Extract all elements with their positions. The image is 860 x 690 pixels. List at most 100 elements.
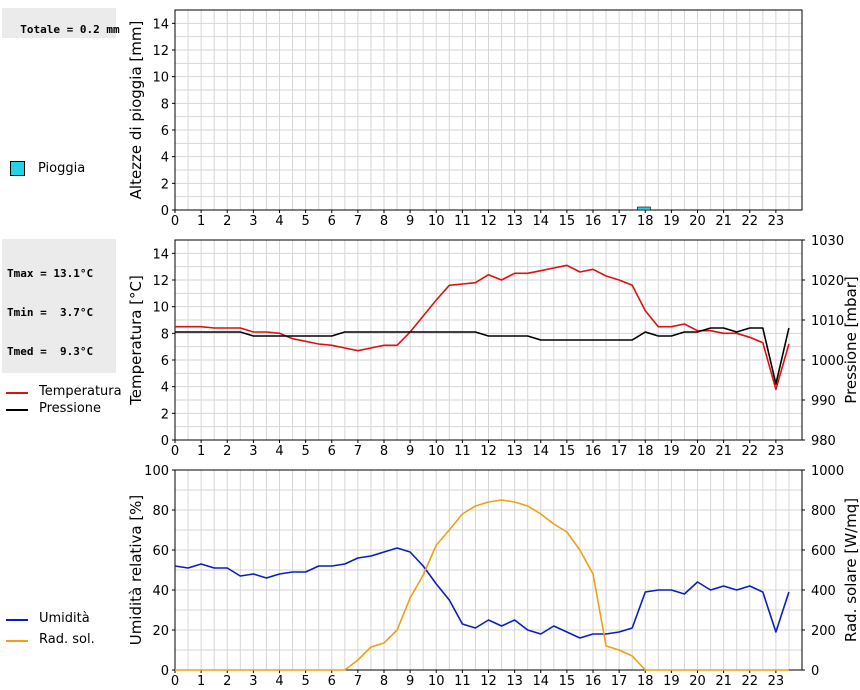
x-tick-label: 8 [380,444,388,459]
x-tick-label: 9 [406,674,414,689]
y2-tick-label: 0 [811,664,819,679]
x-tick-label: 21 [715,444,732,459]
y-axis-title: Altezze di pioggia [mm] [127,21,145,200]
x-tick-label: 3 [249,214,257,229]
x-tick-label: 2 [223,214,231,229]
rain-total-box: Totale = 0.2 mm [2,8,120,38]
y-tick-label: 80 [152,504,169,519]
y-axis-title: Temperatura [°C] [127,275,145,406]
x-tick-label: 15 [559,444,576,459]
y-tick-label: 8 [161,97,169,112]
x-tick-label: 1 [197,214,205,229]
legend-rain: Pioggia [10,160,120,178]
x-tick-label: 11 [454,674,471,689]
y2-axis-title: Pressione [mbar] [842,276,860,404]
x-tick-label: 11 [454,214,471,229]
rain-chart: 0 1 2 3 4 5 6 7 8 9 10 11 12 13 14 15 16 17 18 19 20 21 22 2302… [127,9,803,229]
x-tick-label: 4 [275,444,283,459]
x-tick-label: 4 [275,214,283,229]
x-tick-label: 0 [171,674,179,689]
x-tick-label: 5 [301,674,309,689]
x-tick-label: 16 [585,674,602,689]
x-tick-label: 12 [480,674,497,689]
x-tick-label: 10 [428,214,445,229]
legend-pressure-label: Pressione [39,401,102,416]
legend-humidity-label: Umidità [39,611,90,626]
x-tick-label: 14 [532,674,549,689]
x-tick-label: 20 [689,444,706,459]
y-tick-label: 0 [161,664,169,679]
y-tick-label: 60 [152,544,169,559]
y2-tick-label: 1000 [811,464,844,479]
y2-tick-label: 200 [811,624,836,639]
x-tick-label: 19 [663,214,680,229]
y2-axis-title: Rad. solare [W/mq] [842,498,860,642]
legend-temperature-label: Temperatura [39,384,122,399]
legend-humidity: Umidità [6,610,136,628]
x-tick-label: 22 [741,674,758,689]
x-tick-label: 17 [611,674,628,689]
legend-solar: Rad. sol. [6,632,136,650]
x-tick-label: 20 [689,214,706,229]
legend-temperature: Temperatura [6,384,136,402]
x-tick-label: 23 [768,444,785,459]
y-tick-label: 4 [161,151,169,166]
x-tick-label: 4 [275,674,283,689]
y2-tick-label: 600 [811,544,836,559]
x-tick-label: 8 [380,674,388,689]
x-tick-label: 13 [506,674,523,689]
y2-tick-label: 990 [811,394,836,409]
x-tick-label: 0 [171,444,179,459]
x-tick-label: 11 [454,444,471,459]
x-tick-label: 18 [637,674,654,689]
x-tick-label: 1 [197,444,205,459]
y-tick-label: 12 [152,274,169,289]
x-tick-label: 15 [559,214,576,229]
x-tick-label: 3 [249,674,257,689]
x-tick-label: 5 [301,214,309,229]
x-tick-label: 21 [715,674,732,689]
y-tick-label: 2 [161,177,169,192]
x-tick-label: 7 [354,444,362,459]
y-tick-label: 8 [161,327,169,342]
rain-bar [637,206,651,211]
x-tick-label: 20 [689,674,706,689]
humidity-line [174,547,790,639]
rain-swatch [10,161,25,176]
x-tick-label: 19 [663,674,680,689]
y2-tick-label: 1030 [811,234,844,249]
x-tick-label: 10 [428,674,445,689]
tmin-text: Tmin = 3.7°C [7,306,94,319]
y-tick-label: 100 [144,464,169,479]
y2-tick-label: 800 [811,504,836,519]
y-tick-label: 40 [152,584,169,599]
x-tick-label: 18 [637,444,654,459]
x-tick-label: 19 [663,444,680,459]
x-tick-label: 9 [406,444,414,459]
x-tick-label: 3 [249,444,257,459]
x-tick-label: 12 [480,444,497,459]
y-axis-title: Umidità relativa [%] [127,495,145,646]
y-tick-label: 2 [161,407,169,422]
y-tick-label: 4 [161,381,169,396]
x-tick-label: 14 [532,444,549,459]
temperature-line [175,264,790,391]
x-tick-label: 9 [406,214,414,229]
x-tick-label: 17 [611,214,628,229]
x-tick-label: 6 [328,674,336,689]
x-tick-label: 2 [223,444,231,459]
rain-total-text: Totale = 0.2 mm [20,23,120,36]
x-tick-label: 1 [197,674,205,689]
x-tick-label: 5 [301,444,309,459]
tmed-text: Tmed = 9.3°C [7,345,94,358]
humidity-solar-chart: 0 1 2 3 4 5 6 7 8 9 10 11 12 13 14 15 16 17 18 19 20 21 22 2302… [127,464,860,689]
x-tick-label: 8 [380,214,388,229]
y2-tick-label: 1010 [811,314,844,329]
y-tick-label: 14 [152,247,169,262]
humidity-swatch [6,619,28,621]
legend-pressure: Pressione [6,401,136,419]
x-tick-label: 7 [354,214,362,229]
x-tick-label: 22 [741,214,758,229]
y-tick-label: 6 [161,124,169,139]
